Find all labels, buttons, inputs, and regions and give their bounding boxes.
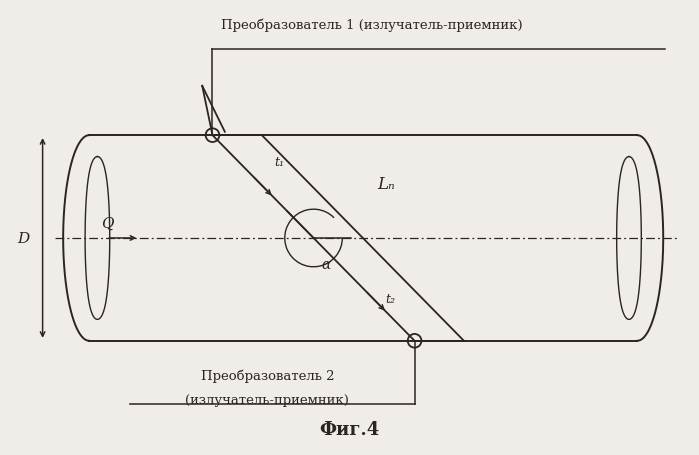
Text: t₁: t₁ xyxy=(274,156,284,169)
Text: Фиг.4: Фиг.4 xyxy=(319,420,380,438)
Text: Преобразователь 2: Преобразователь 2 xyxy=(201,369,334,382)
Text: D: D xyxy=(17,232,29,245)
Text: α: α xyxy=(321,258,331,272)
Text: Lₙ: Lₙ xyxy=(377,175,395,192)
Text: Q: Q xyxy=(101,217,114,230)
Text: (излучатель-приемник): (излучатель-приемник) xyxy=(185,393,350,406)
Text: t₂: t₂ xyxy=(385,293,395,305)
Text: Преобразователь 1 (излучатель-приемник): Преобразователь 1 (излучатель-приемник) xyxy=(221,18,522,32)
